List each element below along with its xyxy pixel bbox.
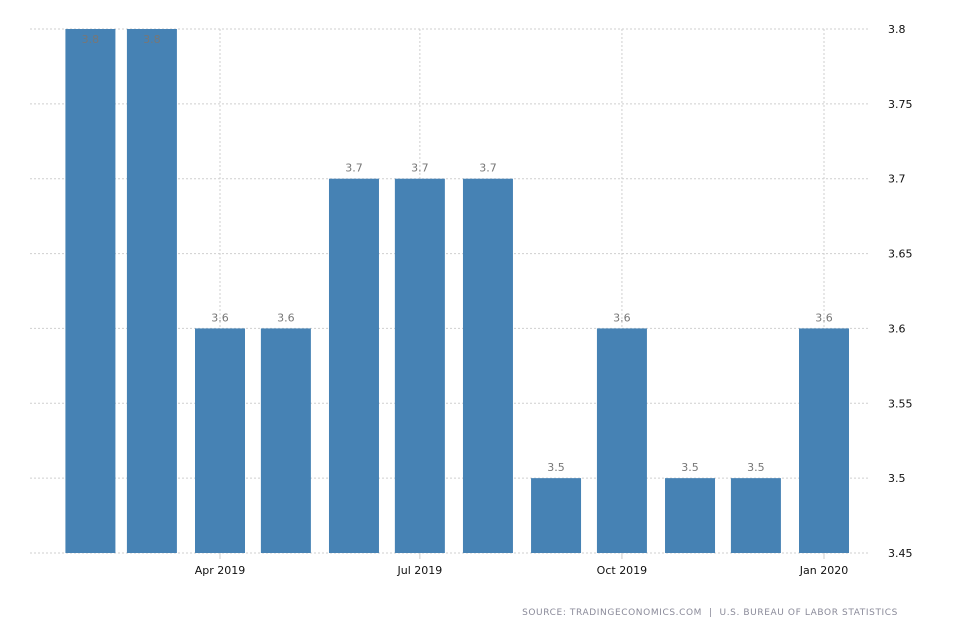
y-tick-label: 3.55 (888, 397, 913, 410)
y-tick-label: 3.7 (888, 173, 906, 186)
bar (65, 29, 116, 553)
bar (531, 478, 582, 553)
data-label: 3.5 (747, 461, 765, 474)
data-label: 3.8 (143, 33, 161, 46)
data-label: 3.7 (479, 162, 497, 175)
y-tick-label: 3.6 (888, 322, 906, 335)
data-labels: 3.8 3.8 3.6 3.6 3.7 3.7 3.7 3.5 3.6 3.5 3.5 3.6 (82, 33, 833, 474)
x-tick-label: Jul 2019 (396, 564, 442, 577)
bar (730, 478, 781, 553)
x-tick-label: Oct 2019 (597, 564, 648, 577)
bar (665, 478, 716, 553)
data-label: 3.8 (82, 33, 100, 46)
data-label: 3.5 (681, 461, 699, 474)
bar (126, 29, 177, 553)
bar (328, 178, 379, 553)
y-axis: 3.45 3.5 3.55 3.6 3.65 3.7 3.75 3.8 (888, 23, 913, 560)
bar (799, 328, 849, 553)
data-label: 3.6 (613, 311, 631, 324)
y-tick-label: 3.8 (888, 23, 906, 36)
bar (195, 328, 245, 553)
x-tick-label: Apr 2019 (195, 564, 246, 577)
data-label: 3.6 (211, 311, 229, 324)
bar (462, 178, 513, 553)
data-label: 3.7 (345, 162, 363, 175)
bar (260, 328, 311, 553)
data-label: 3.6 (815, 311, 833, 324)
bar (596, 328, 647, 553)
x-axis: Apr 2019 Jul 2019 Oct 2019 Jan 2020 (195, 553, 848, 577)
data-label: 3.6 (277, 311, 295, 324)
data-label: 3.5 (547, 461, 565, 474)
bars (65, 29, 849, 553)
y-tick-label: 3.75 (888, 98, 913, 111)
bar (394, 178, 445, 553)
source-note: SOURCE: TRADINGECONOMICS.COM | U.S. BURE… (522, 608, 898, 618)
y-tick-label: 3.65 (888, 248, 913, 261)
y-tick-label: 3.45 (888, 547, 913, 560)
x-tick-label: Jan 2020 (799, 564, 848, 577)
y-tick-label: 3.5 (888, 472, 906, 485)
data-label: 3.7 (411, 162, 429, 175)
